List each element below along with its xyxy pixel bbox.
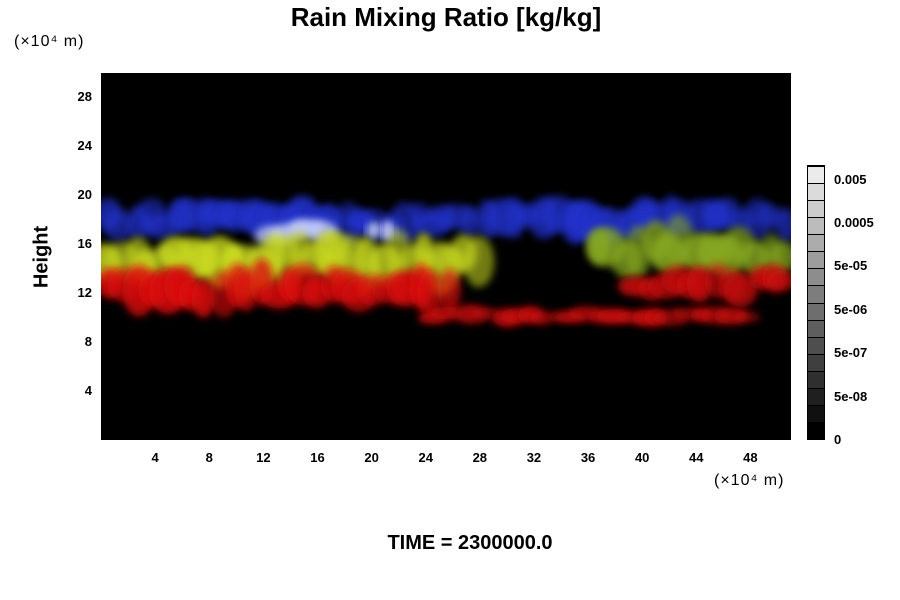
colorbar-segment [808, 404, 824, 422]
colorbar-label: 5e-08 [834, 389, 868, 404]
colorbar-segment [808, 268, 824, 286]
heatmap-cell [774, 208, 791, 242]
colorbar [807, 165, 825, 440]
heatmap-cell [733, 311, 761, 323]
y-tick-label: 16 [77, 236, 92, 252]
heatmap-cell [766, 270, 791, 291]
x-tick-label: 8 [205, 450, 213, 465]
y-tick-label: 24 [77, 138, 92, 154]
colorbar-segment [808, 166, 824, 184]
colorbar-segment [808, 251, 824, 269]
x-tick-label: 40 [634, 450, 650, 465]
x-tick-label: 4 [151, 450, 159, 465]
time-label: TIME = 2300000.0 [387, 532, 553, 554]
x-tick-label: 48 [743, 450, 758, 465]
heatmap-cell [102, 209, 135, 241]
y-tick-label: 8 [84, 334, 92, 350]
y-axis-label: Height [30, 225, 53, 289]
colorbar-label: 5e-06 [834, 302, 868, 317]
colorbar-segment [808, 234, 824, 252]
heatmap-cell [437, 268, 462, 311]
y-tick-label: 4 [84, 383, 92, 399]
x-tick-label: 24 [418, 450, 433, 465]
colorbar-segment [808, 217, 824, 235]
colorbar-segment [808, 302, 824, 320]
colorbar-segment [808, 200, 824, 218]
heatmap-cell [463, 236, 495, 288]
heatmap-cell [458, 206, 483, 238]
heatmap-field [101, 195, 791, 327]
colorbar-segment [808, 336, 824, 354]
colorbar-segment [808, 285, 824, 303]
colorbar-segment [808, 183, 824, 201]
colorbar-segment [808, 353, 824, 371]
colorbar-label: 0 [834, 432, 842, 447]
y-tick-label: 12 [77, 285, 92, 301]
x-tick-label: 44 [689, 450, 704, 465]
x-tick-label: 36 [580, 450, 596, 465]
colorbar-label: 5e-07 [834, 345, 868, 360]
y-axis-unit: (×10⁴ m) [14, 33, 85, 50]
heatmap-cell [417, 270, 442, 320]
x-tick-label: 20 [364, 450, 379, 465]
x-tick-label: 28 [472, 450, 488, 465]
colorbar-label: 0.0005 [834, 215, 874, 230]
x-axis-unit: (×10⁴ m) [714, 472, 785, 489]
heatmap-cell [191, 278, 215, 318]
y-tick-label: 28 [77, 89, 92, 105]
x-tick-label: 32 [526, 450, 542, 465]
heatmap-cell [723, 273, 758, 308]
x-tick-label: 16 [310, 450, 325, 465]
colorbar-label: 0.005 [834, 172, 867, 187]
colorbar-segment [808, 370, 824, 388]
colorbar-segment [808, 421, 824, 439]
colorbar-segment [808, 319, 824, 337]
plot-area [101, 73, 791, 440]
y-tick-label: 20 [77, 187, 92, 203]
heatmap-cell [371, 222, 381, 238]
chart-title: Rain Mixing Ratio [kg/kg] [290, 2, 602, 32]
colorbar-label: 5e-05 [834, 258, 868, 273]
colorbar-segment [808, 387, 824, 405]
x-tick-label: 12 [256, 450, 271, 465]
